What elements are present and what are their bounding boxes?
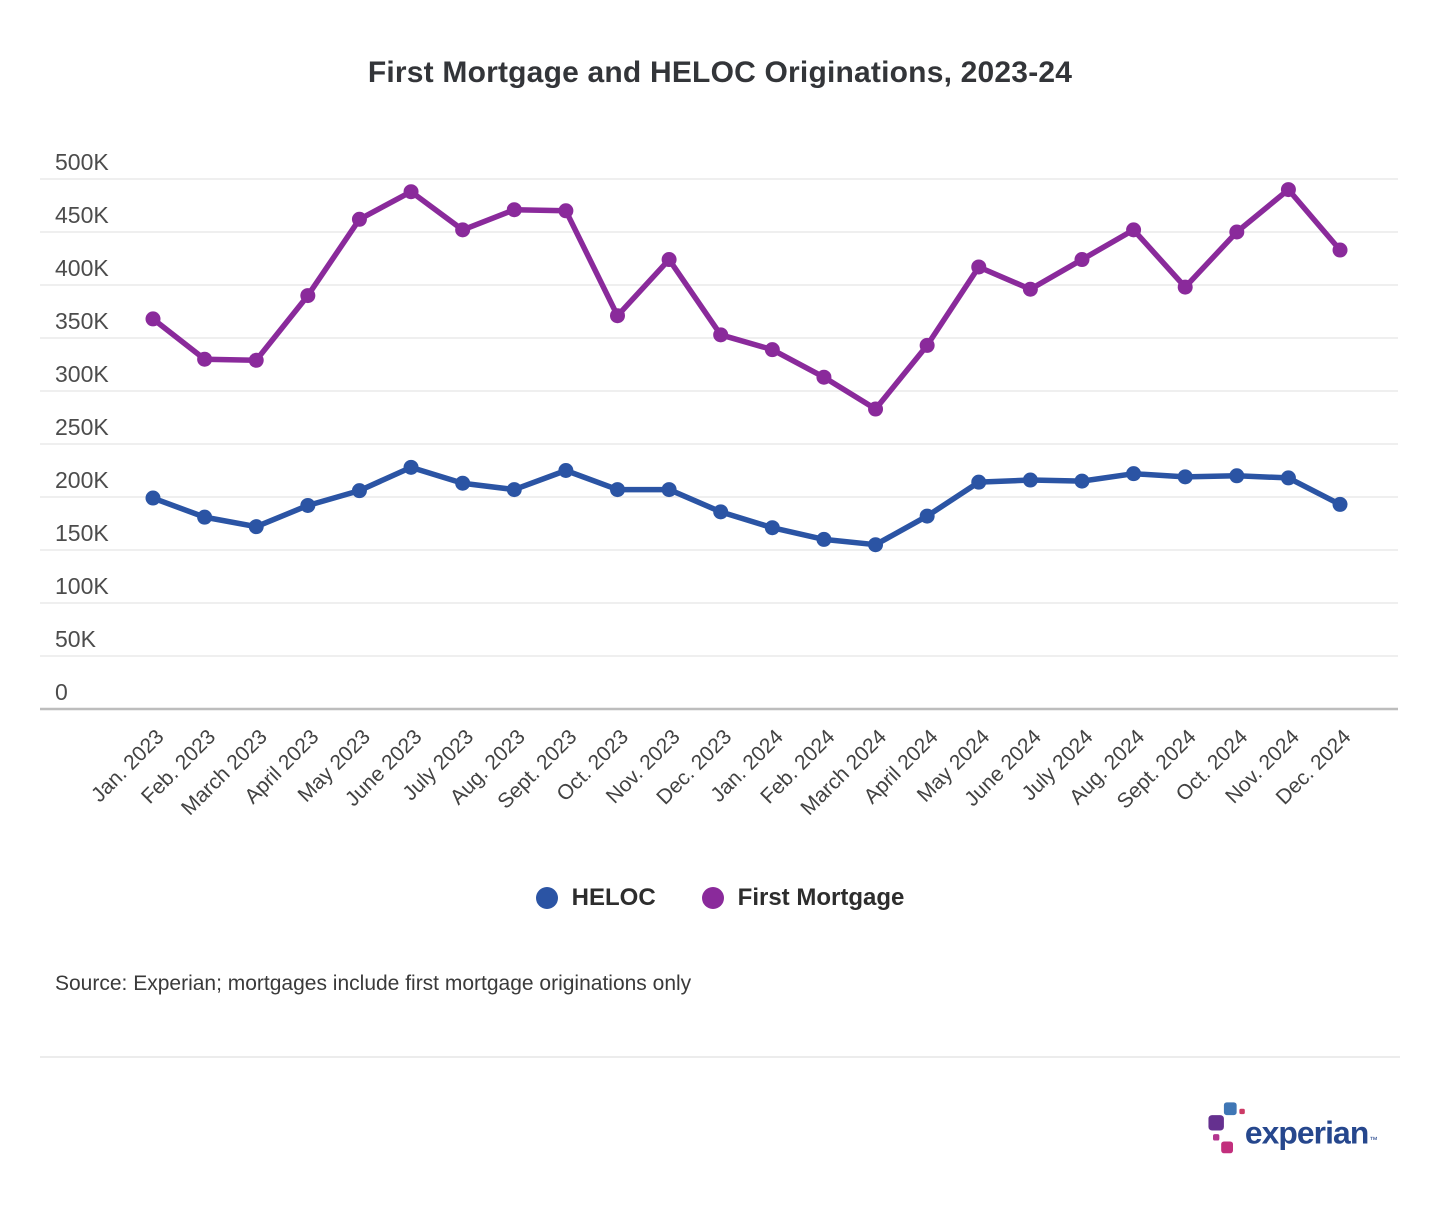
data-point-first-mortgage (713, 327, 729, 343)
chart-svg: 0 50K 100K 150K 200K 250K 300K 350K 400K 450K 500K… (40, 149, 1398, 820)
data-point-heloc (403, 459, 419, 475)
chart-title: First Mortgage and HELOC Originations, 2… (367, 56, 1073, 89)
data-point-first-mortgage (816, 369, 832, 385)
y-tick-label: 50K (55, 626, 97, 652)
logo-wordmark: experian (1245, 1114, 1369, 1150)
data-point-first-mortgage (351, 211, 367, 227)
data-point-heloc (506, 482, 522, 498)
data-point-heloc (300, 497, 316, 513)
data-point-heloc (248, 519, 264, 535)
source-note: Source: Experian; mortgages include firs… (55, 972, 692, 995)
data-point-heloc (661, 482, 677, 498)
logo-square-purple (1208, 1115, 1224, 1131)
data-point-first-mortgage (1074, 252, 1090, 268)
data-point-heloc (1074, 473, 1090, 489)
y-tick-label: 450K (55, 202, 109, 228)
y-tick-label: 150K (55, 520, 109, 546)
logo-square-blue (1223, 1102, 1237, 1116)
y-tick-label: 250K (55, 414, 109, 440)
y-tick-label: 500K (55, 149, 109, 175)
data-point-first-mortgage (506, 202, 522, 218)
data-point-first-mortgage (661, 252, 677, 268)
data-point-first-mortgage (764, 342, 780, 358)
data-point-first-mortgage (1280, 182, 1296, 198)
data-point-first-mortgage (1126, 222, 1142, 238)
legend-dot-heloc (535, 887, 558, 909)
data-point-first-mortgage (919, 337, 935, 353)
data-point-heloc (558, 463, 574, 478)
data-point-heloc (455, 475, 471, 491)
y-tick-label: 300K (55, 361, 109, 387)
data-point-heloc (868, 537, 884, 553)
logo-dot-crimson (1239, 1108, 1245, 1115)
y-tick-label: 0 (55, 679, 68, 705)
data-point-first-mortgage (1332, 242, 1348, 258)
data-point-heloc (1177, 469, 1193, 485)
data-point-heloc (764, 520, 780, 536)
y-tick-label: 400K (55, 255, 109, 281)
logo-square-pink (1221, 1141, 1233, 1154)
data-point-heloc (145, 490, 161, 506)
legend-dot-first-mortgage (701, 887, 724, 909)
data-point-first-mortgage (197, 351, 213, 367)
data-point-heloc (1332, 496, 1348, 512)
data-point-first-mortgage (1022, 281, 1038, 297)
chart-legend: HELOC First Mortgage (0, 884, 1440, 912)
y-tick-label: 100K (55, 573, 109, 599)
data-point-heloc (1280, 470, 1296, 486)
data-point-heloc (1022, 472, 1038, 488)
data-point-heloc (351, 483, 367, 499)
data-point-heloc (713, 504, 729, 520)
data-point-first-mortgage (558, 203, 574, 219)
data-point-heloc (197, 509, 213, 525)
data-point-first-mortgage (868, 401, 884, 417)
data-point-first-mortgage (300, 288, 316, 304)
logo-trademark: ™ (1369, 1135, 1377, 1144)
data-point-first-mortgage (145, 311, 161, 327)
series-line-heloc (150, 464, 1343, 548)
data-point-heloc (609, 482, 625, 498)
data-point-heloc (971, 474, 987, 490)
series-line-first-mortgage (150, 186, 1343, 412)
data-point-heloc (816, 531, 832, 547)
y-tick-label: 350K (55, 308, 109, 334)
legend-item-first-mortgage: First Mortgage (701, 884, 905, 912)
experian-logo: experian ™ (1208, 1102, 1378, 1154)
legend-label-first-mortgage: First Mortgage (737, 884, 905, 911)
data-point-first-mortgage (455, 222, 471, 238)
y-tick-label: 200K (55, 467, 109, 493)
data-point-first-mortgage (1177, 279, 1193, 295)
legend-item-heloc: HELOC (535, 884, 656, 912)
divider-line (40, 1056, 1400, 1058)
data-point-first-mortgage (971, 259, 987, 275)
legend-label-heloc: HELOC (571, 884, 656, 911)
data-point-first-mortgage (609, 308, 625, 324)
data-point-heloc (919, 508, 935, 524)
logo-dot-magenta (1213, 1134, 1220, 1141)
data-point-first-mortgage (403, 184, 419, 200)
data-point-first-mortgage (1229, 224, 1245, 240)
data-point-heloc (1126, 466, 1142, 482)
data-point-heloc (1229, 468, 1245, 484)
data-point-first-mortgage (248, 352, 264, 368)
